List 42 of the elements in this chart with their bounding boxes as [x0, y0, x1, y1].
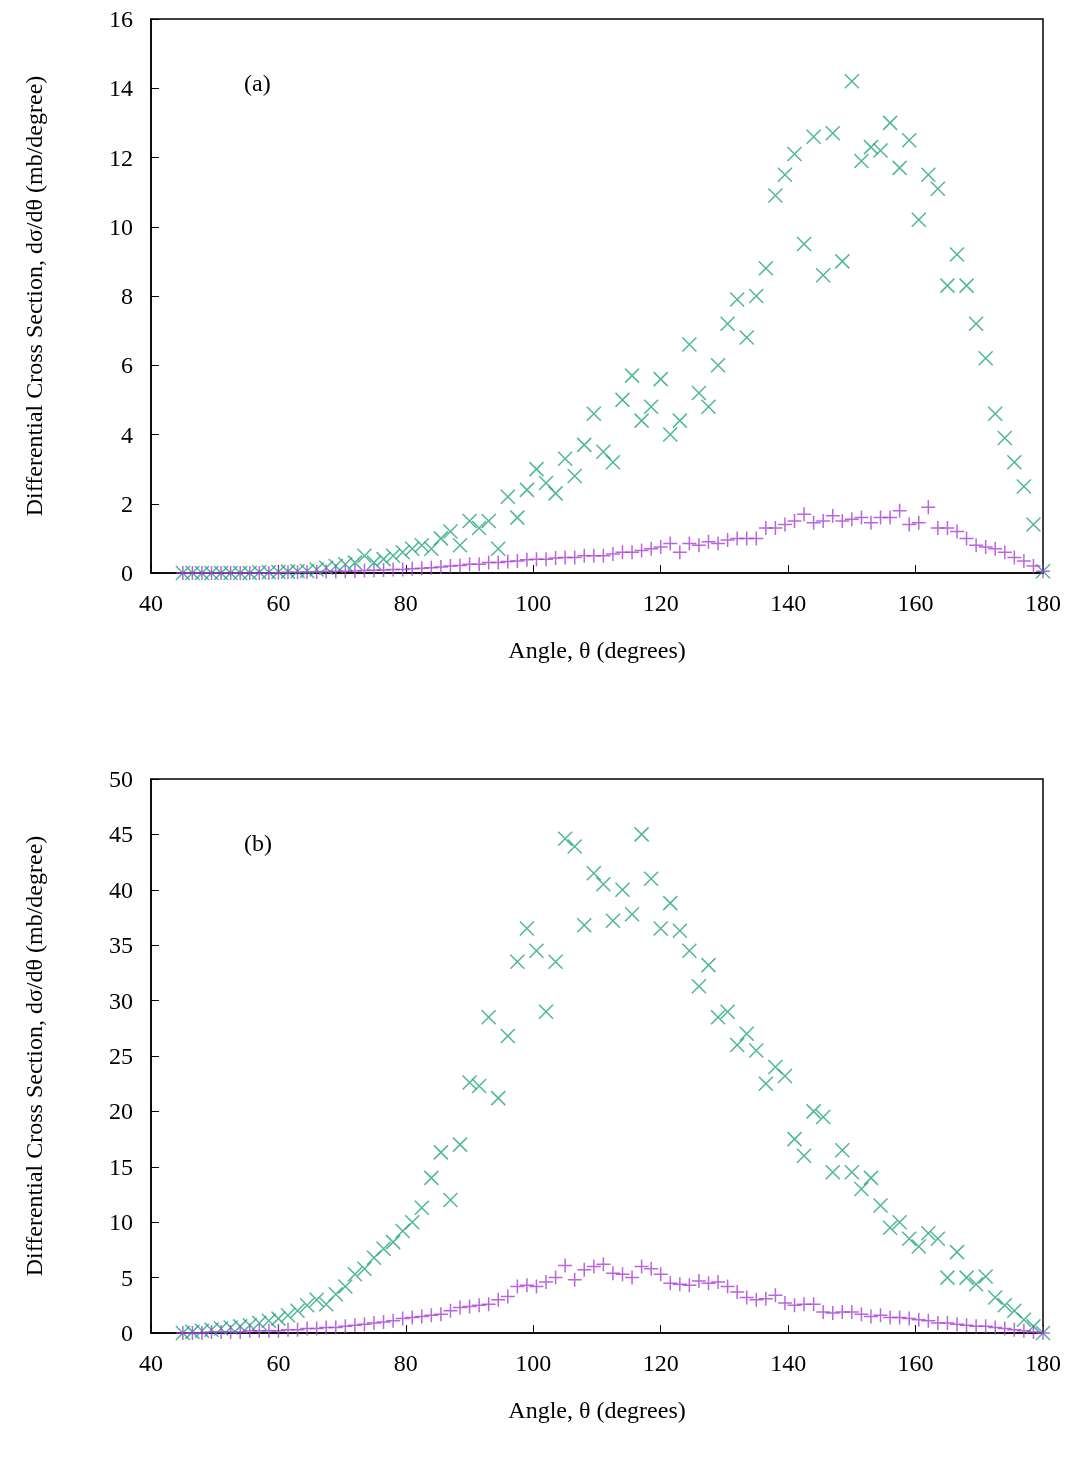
annotation: (a) — [244, 70, 271, 96]
y-tick-label: 8 — [121, 283, 133, 309]
x-tick-label: 40 — [139, 1350, 163, 1376]
x-tick-label: 140 — [770, 1350, 807, 1376]
y-tick-label: 20 — [109, 1098, 133, 1125]
x-tick-label: 100 — [515, 590, 552, 616]
y-tick-label: 2 — [121, 490, 133, 517]
x-axis-title: Angle, θ (degrees) — [508, 637, 686, 663]
x-axis-title: Angle, θ (degrees) — [508, 1397, 686, 1423]
y-tick-label: 25 — [109, 1043, 133, 1069]
y-axis-title: Differential Cross Section, dσ/dθ (mb/degree) — [21, 75, 47, 517]
x-tick-label: 80 — [393, 590, 418, 616]
x-tick-label: 180 — [1025, 1350, 1061, 1376]
x-tick-label: 160 — [897, 590, 934, 616]
y-tick-label: 5 — [121, 1264, 133, 1291]
y-tick-label: 50 — [109, 766, 133, 792]
y-tick-label: 35 — [109, 932, 133, 959]
y-tick-label: 15 — [109, 1153, 133, 1180]
x-tick-label: 180 — [1025, 590, 1061, 616]
x-tick-label: 60 — [266, 590, 291, 616]
x-tick-label: 140 — [770, 590, 807, 616]
y-tick-label: 0 — [121, 1320, 133, 1346]
annotation: (b) — [244, 830, 272, 856]
y-tick-label: 0 — [121, 560, 133, 586]
x-tick-label: 80 — [393, 1350, 418, 1376]
y-axis-title: Differential Cross Section, dσ/dθ (mb/degree) — [21, 835, 47, 1277]
y-tick-label: 45 — [109, 821, 133, 848]
x-tick-label: 40 — [139, 590, 163, 616]
y-tick-label: 6 — [121, 352, 133, 379]
y-tick-label: 30 — [109, 987, 133, 1014]
y-tick-label: 14 — [109, 75, 133, 102]
x-tick-label: 100 — [515, 1350, 552, 1376]
y-tick-label: 12 — [109, 144, 133, 171]
y-tick-label: 16 — [109, 6, 133, 32]
x-tick-label: 60 — [266, 1350, 291, 1376]
y-tick-label: 40 — [109, 876, 133, 903]
x-tick-label: 160 — [897, 1350, 934, 1376]
x-tick-label: 120 — [642, 590, 679, 616]
x-tick-label: 120 — [642, 1350, 679, 1376]
y-tick-label: 4 — [121, 421, 133, 448]
y-tick-label: 10 — [109, 1209, 133, 1236]
y-tick-label: 10 — [109, 213, 133, 240]
